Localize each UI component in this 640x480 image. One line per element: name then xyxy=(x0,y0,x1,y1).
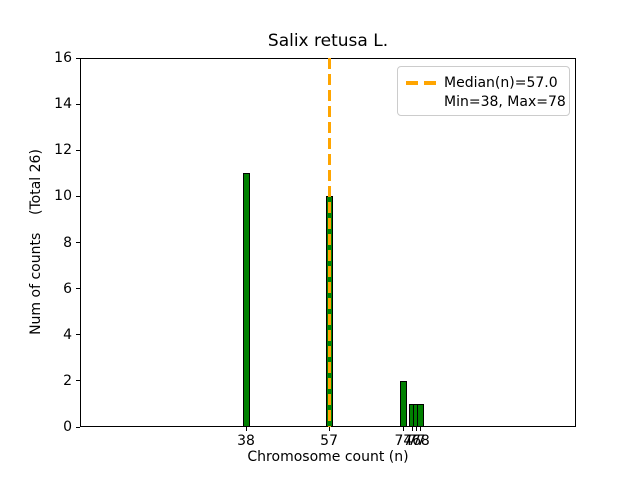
legend: Median(n)=57.0 Min=38, Max=78 xyxy=(397,66,570,116)
y-tick-mark xyxy=(76,426,80,428)
bar xyxy=(242,173,250,427)
y-tick-mark xyxy=(76,288,80,290)
orange-dashed-line-icon xyxy=(406,80,436,85)
x-tick-mark xyxy=(328,427,330,431)
legend-label-median: Median(n)=57.0 xyxy=(444,74,558,91)
y-tick-label: 4 xyxy=(63,326,72,343)
x-tick-label: 57 xyxy=(320,433,338,449)
bar xyxy=(417,403,425,427)
y-tick-label: 8 xyxy=(63,234,72,251)
y-tick-mark xyxy=(76,57,80,59)
x-tick-label: 78 xyxy=(411,433,430,449)
x-tick-mark xyxy=(402,427,404,431)
x-axis-label: Chromosome count (n) xyxy=(247,449,409,465)
x-tick-mark xyxy=(411,427,413,431)
x-tick-label: 77 xyxy=(407,433,426,449)
legend-entry-median: Median(n)=57.0 xyxy=(406,73,561,92)
x-tick-mark xyxy=(415,427,417,431)
y-tick-mark xyxy=(76,242,80,243)
y-tick-label: 0 xyxy=(63,419,72,435)
x-tick-label: 74 xyxy=(394,433,413,449)
y-tick-label: 12 xyxy=(54,142,72,159)
y-tick-label: 14 xyxy=(54,96,72,113)
y-tick-mark xyxy=(76,380,80,382)
y-tick-label: 6 xyxy=(63,280,72,297)
legend-label-minmax: Min=38, Max=78 xyxy=(444,93,566,110)
y-tick-label: 16 xyxy=(54,50,72,66)
y-tick-label: 10 xyxy=(54,188,72,205)
y-tick-mark xyxy=(76,195,80,197)
legend-entry-minmax: Min=38, Max=78 xyxy=(406,92,566,111)
x-tick-mark xyxy=(420,427,422,431)
y-tick-mark xyxy=(76,149,80,151)
y-tick-mark xyxy=(76,334,80,336)
bar xyxy=(399,380,407,427)
y-tick-mark xyxy=(76,103,80,105)
x-tick-label: 76 xyxy=(403,433,422,449)
median-line xyxy=(327,58,331,427)
x-tick-mark xyxy=(245,427,247,431)
x-tick-label: 38 xyxy=(237,433,255,449)
chart-title: Salix retusa L. xyxy=(267,31,389,51)
legend-marker-blank xyxy=(406,100,436,104)
y-tick-label: 2 xyxy=(63,372,72,389)
